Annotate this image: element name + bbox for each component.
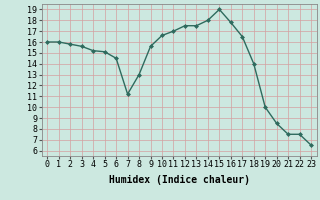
X-axis label: Humidex (Indice chaleur): Humidex (Indice chaleur)	[109, 175, 250, 185]
